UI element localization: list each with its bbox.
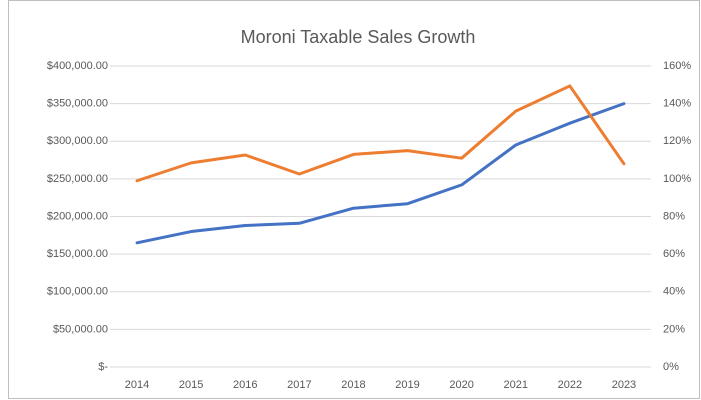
y-tick-label: $350,000.00	[47, 98, 108, 110]
x-tick-label: 2020	[449, 379, 473, 391]
y2-tick-label: 20%	[663, 323, 685, 335]
y2-tick-label: 40%	[663, 286, 685, 298]
y-tick-label: $300,000.00	[47, 135, 108, 147]
y-tick-label: $100,000.00	[47, 286, 108, 298]
y2-tick-label: 140%	[663, 98, 691, 110]
x-tick-label: 2018	[341, 379, 365, 391]
y-tick-label: $250,000.00	[47, 173, 108, 185]
chart-title: Moroni Taxable Sales Growth	[241, 27, 476, 47]
series-line	[135, 102, 626, 245]
y2-tick-label: 160%	[663, 60, 691, 72]
y-tick-label: $400,000.00	[47, 60, 108, 72]
x-tick-label: 2015	[179, 379, 203, 391]
x-tick-label: 2017	[287, 379, 311, 391]
series-line	[135, 84, 626, 183]
y-tick-label: $200,000.00	[47, 210, 108, 222]
y-tick-label: $150,000.00	[47, 248, 108, 260]
chart-frame	[8, 0, 700, 399]
x-tick-label: 2021	[504, 379, 528, 391]
y-tick-label: $50,000.00	[53, 323, 108, 335]
y2-tick-label: 60%	[663, 248, 685, 260]
x-tick-label: 2016	[233, 379, 257, 391]
y-tick-label: $-	[98, 361, 108, 373]
x-tick-label: 2019	[395, 379, 419, 391]
y2-tick-label: 0%	[663, 361, 679, 373]
y2-tick-label: 120%	[663, 135, 691, 147]
y2-tick-label: 80%	[663, 210, 685, 222]
x-tick-label: 2023	[612, 379, 636, 391]
x-tick-label: 2014	[125, 379, 149, 391]
y2-tick-label: 100%	[663, 173, 691, 185]
x-tick-label: 2022	[558, 379, 582, 391]
